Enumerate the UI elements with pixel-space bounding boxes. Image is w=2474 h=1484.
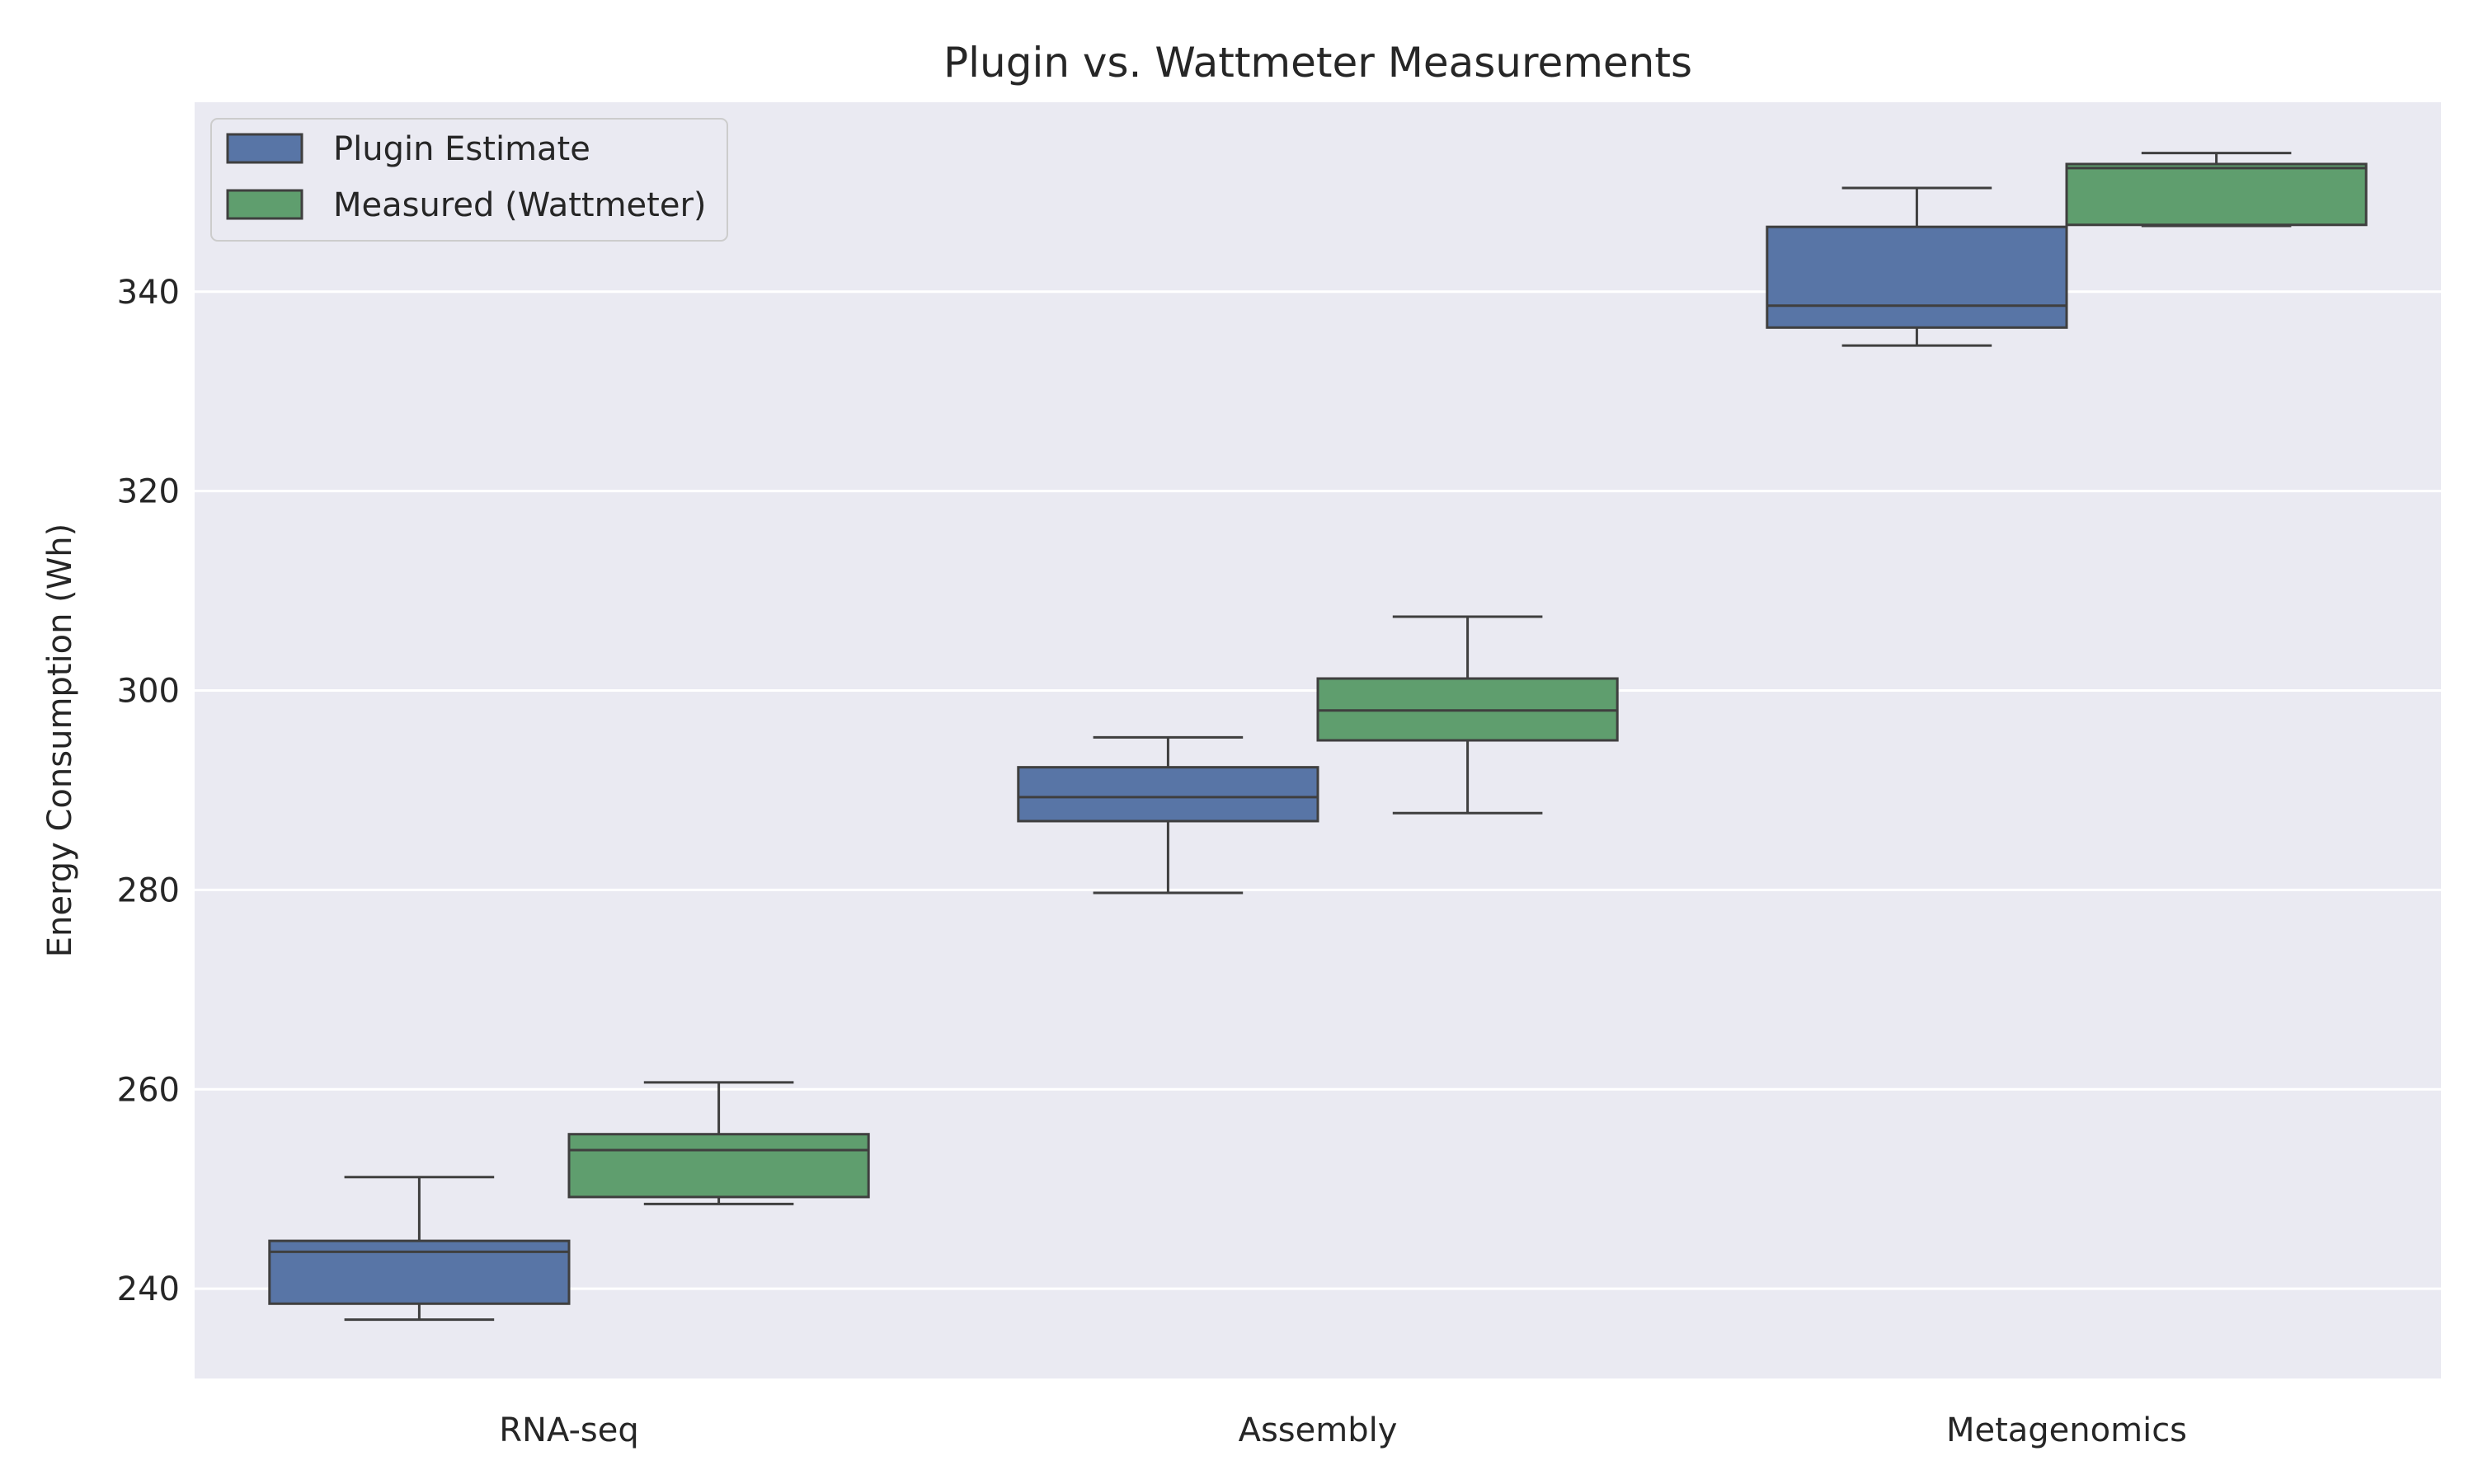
box-measured-rna-seq: [567, 1081, 870, 1205]
legend-frame: [210, 118, 728, 242]
iqr-box: [268, 1239, 571, 1305]
legend-label: Measured (Wattmeter): [333, 186, 707, 224]
box-plugin-rna-seq: [268, 1176, 571, 1322]
y-tick-label: 340: [117, 274, 180, 312]
y-tick-label: 300: [117, 673, 180, 711]
x-axis-ticks: RNA-seq Assembly Metagenomics: [499, 1411, 2187, 1449]
iqr-box: [1017, 766, 1319, 823]
y-axis-label: Energy Consumption (Wh): [41, 524, 79, 958]
y-axis-ticks: 240 260 280 300 320 340: [117, 274, 180, 1308]
chart-title: Plugin vs. Wattmeter Measurements: [943, 39, 1692, 87]
box-measured-metagenomics: [2065, 152, 2368, 228]
y-tick-label: 260: [117, 1071, 180, 1109]
y-tick-label: 240: [117, 1270, 180, 1308]
legend-label: Plugin Estimate: [333, 130, 590, 168]
box-measured-assembly: [1316, 615, 1619, 815]
legend-swatch: [226, 133, 303, 164]
box-layer: [268, 152, 2368, 1322]
x-tick-label: RNA-seq: [499, 1411, 638, 1449]
x-tick-label: Metagenomics: [1946, 1411, 2187, 1449]
iqr-box: [567, 1133, 870, 1199]
iqr-box: [2065, 162, 2368, 227]
y-tick-label: 320: [117, 473, 180, 511]
y-tick-label: 280: [117, 871, 180, 909]
legend: Plugin Estimate Measured (Wattmeter): [210, 118, 728, 242]
x-tick-label: Assembly: [1239, 1411, 1398, 1449]
legend-swatch: [226, 189, 303, 220]
legend-items: Plugin Estimate Measured (Wattmeter): [226, 130, 707, 224]
box-plugin-metagenomics: [1766, 186, 2068, 347]
iqr-box: [1766, 225, 2068, 329]
box-plugin-assembly: [1017, 735, 1319, 895]
